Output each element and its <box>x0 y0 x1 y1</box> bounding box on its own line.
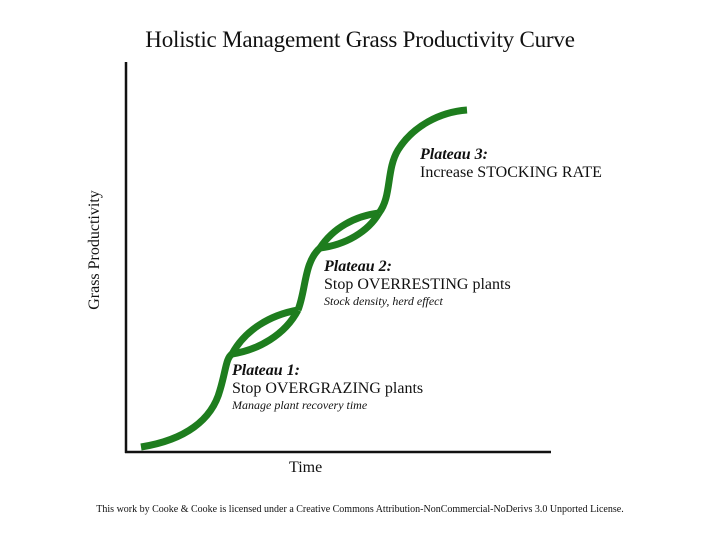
plateau-3-annotation: Plateau 3: Increase STOCKING RATE <box>420 146 602 183</box>
plateau-1-annotation: Plateau 1: Stop OVERGRAZING plants Manag… <box>232 362 423 413</box>
plateau-1-label: Plateau 1: <box>232 362 300 379</box>
plateau-3-label: Plateau 3: <box>420 146 488 163</box>
license-footer: This work by Cooke & Cooke is licensed u… <box>96 504 624 515</box>
plateau-3-text: Increase STOCKING RATE <box>420 164 602 182</box>
plateau-1-text: Stop OVERGRAZING plants <box>232 380 424 398</box>
plateau-2-annotation: Plateau 2: Stop OVERRESTING plants Stock… <box>324 258 511 309</box>
plateau-2-detail: Stock density, herd effect <box>324 293 443 308</box>
y-axis-label: Grass Productivity <box>86 190 103 310</box>
plateau-1-detail: Manage plant recovery time <box>232 397 368 412</box>
productivity-curve <box>140 106 468 451</box>
x-axis-label: Time <box>289 459 323 476</box>
plateau-2-label: Plateau 2: <box>324 258 392 275</box>
plateau-2-text: Stop OVERRESTING plants <box>324 276 511 294</box>
chart-title: Holistic Management Grass Productivity C… <box>145 27 575 52</box>
